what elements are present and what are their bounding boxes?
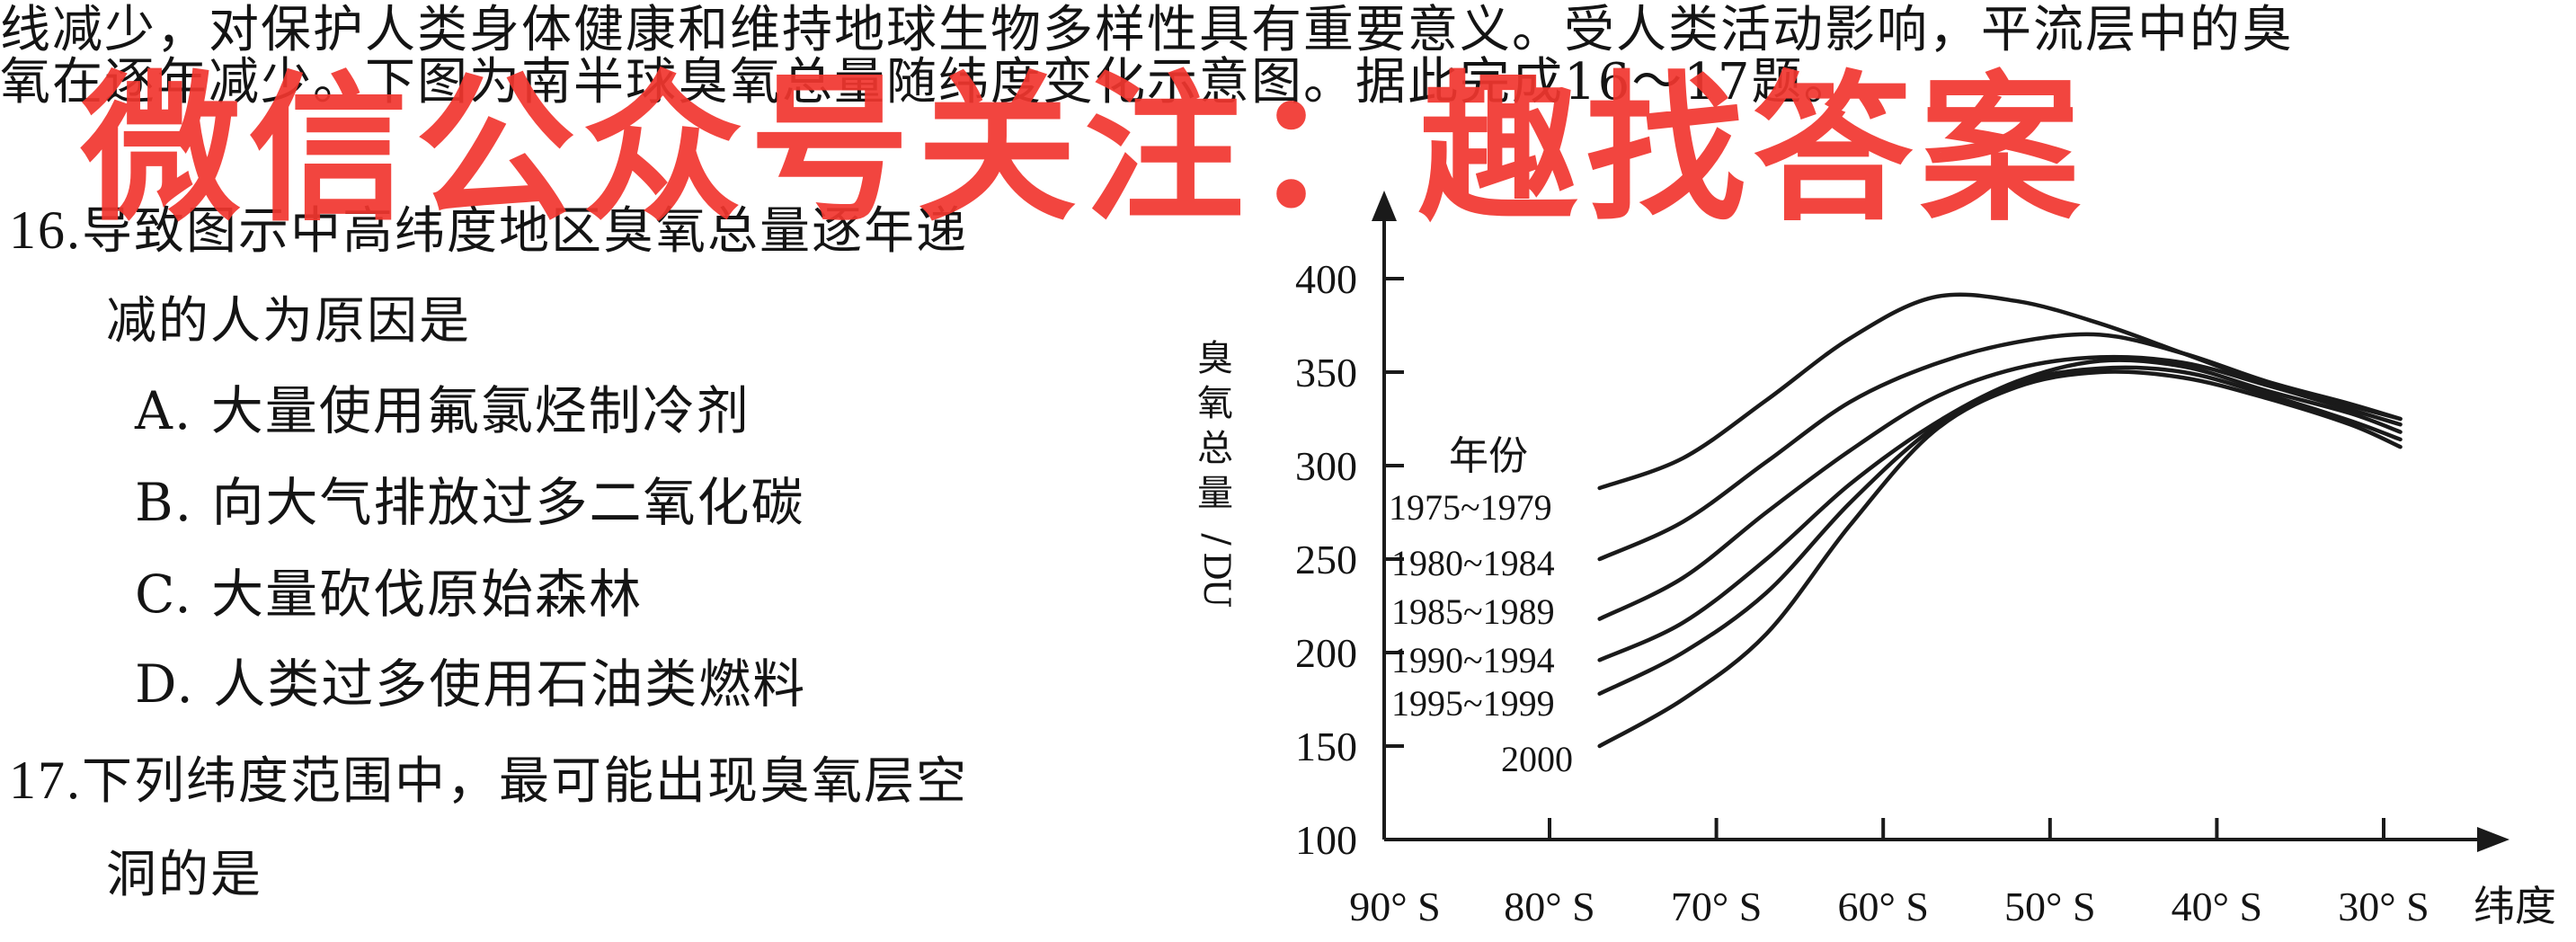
passage-line-2: 氧在逐年减少。下图为南半球臭氧总量随纬度变化示意图。据此完成16～17题。 bbox=[0, 53, 1856, 111]
legend-entry: 2000 bbox=[1501, 739, 1573, 779]
question-16-stem-1: 导致图示中高纬度地区臭氧总量逐年递 bbox=[82, 202, 968, 261]
y-axis-label: 臭氧总量 / DU bbox=[1195, 338, 1237, 609]
series-line-1990~1994 bbox=[1597, 358, 2403, 662]
y-tick-label: 400 bbox=[1295, 256, 1357, 302]
chart-legend: 年份 1975~1979 1980~1984 1985~1989 1990~199419… bbox=[1389, 433, 1573, 779]
series-line-2000 bbox=[1597, 369, 2403, 749]
x-axis-label: 纬度 bbox=[2474, 882, 2556, 930]
y-label-char: D bbox=[1195, 552, 1237, 581]
x-tick-label: 50° S bbox=[2004, 884, 2095, 929]
y-tick-label: 200 bbox=[1295, 630, 1357, 676]
x-tick-label: 40° S bbox=[2172, 884, 2262, 929]
option-a: A. 大量使用氟氯烃制冷剂 bbox=[135, 380, 751, 441]
question-17-stem-2: 洞的是 bbox=[106, 846, 262, 904]
series-line-1980~1984 bbox=[1597, 332, 2403, 562]
legend-title: 年份 bbox=[1449, 433, 1528, 479]
legend-entry: 1980~1984 bbox=[1391, 543, 1555, 583]
x-tick-label: 70° S bbox=[1671, 884, 1762, 929]
x-tick-label: 60° S bbox=[1837, 884, 1928, 929]
y-label-char: 总 bbox=[1197, 428, 1233, 469]
series-line-1995~1999 bbox=[1597, 365, 2403, 697]
passage-line-1: 线减少，对保护人类身体健康和维持地球生物多样性具有重要意义。受人类活动影响，平流… bbox=[0, 1, 2294, 59]
option-c: C. 大量砍伐原始森林 bbox=[135, 564, 644, 625]
question-16: 16.导致图示中高纬度地区臭氧总量逐年递 bbox=[9, 203, 968, 257]
y-axis-arrow bbox=[1372, 191, 1397, 221]
watermark: 微信公众号关注：趣找答案 bbox=[81, 57, 2087, 243]
x-tick-label: 90° S bbox=[1349, 884, 1440, 929]
y-label-char: 臭 bbox=[1197, 338, 1233, 379]
y-tick-label: 100 bbox=[1295, 817, 1357, 863]
y-tick-label: 250 bbox=[1295, 537, 1357, 582]
question-16-number: 16. bbox=[9, 200, 82, 260]
y-tick-label: 300 bbox=[1295, 443, 1357, 489]
question-17: 17.下列纬度范围中，最可能出现臭氧层空 bbox=[9, 753, 968, 807]
x-tick-label: 30° S bbox=[2338, 884, 2429, 929]
y-label-char: U bbox=[1195, 578, 1237, 609]
y-tick-label: 150 bbox=[1295, 724, 1357, 769]
question-17-number: 17. bbox=[9, 751, 82, 810]
option-d: D. 人类过多使用石油类燃料 bbox=[135, 653, 807, 715]
chart-ticks: 100 150 200 250 300 350 400 90° S 80° S 70° S 60° … bbox=[1295, 256, 2429, 929]
y-tick-label: 350 bbox=[1295, 350, 1357, 395]
question-16-stem-2: 减的人为原因是 bbox=[106, 292, 471, 351]
y-label-char: 量 bbox=[1197, 473, 1233, 514]
y-label-char: / bbox=[1195, 533, 1237, 546]
chart-curves bbox=[1597, 292, 2403, 749]
legend-entry: 1985~1989 bbox=[1391, 591, 1555, 632]
legend-entry: 1975~1979 bbox=[1389, 487, 1552, 528]
chart-axes bbox=[1372, 191, 2509, 852]
x-axis-arrow bbox=[2477, 827, 2509, 852]
question-17-stem-1: 下列纬度范围中，最可能出现臭氧层空 bbox=[82, 752, 968, 811]
legend-entry: 1995~1999 bbox=[1391, 683, 1555, 724]
x-tick-label: 80° S bbox=[1504, 884, 1594, 929]
option-b: B. 向大气排放过多二氧化碳 bbox=[135, 472, 805, 533]
y-label-char: 氧 bbox=[1197, 383, 1233, 424]
series-line-1985~1989 bbox=[1597, 354, 2403, 621]
legend-entry: 1990~1994 bbox=[1391, 640, 1555, 680]
